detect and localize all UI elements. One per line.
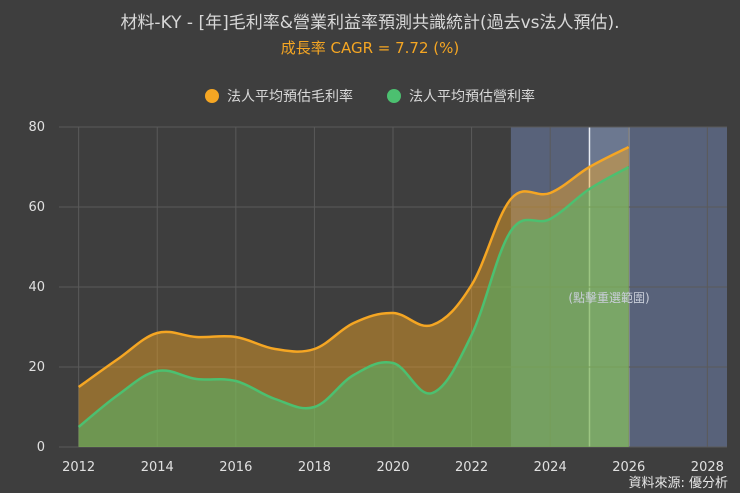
x-tick-label: 2028 <box>691 460 724 475</box>
legend-item-operating-margin[interactable]: 法人平均預估營利率 <box>387 86 535 106</box>
x-tick-label: 2024 <box>534 460 567 475</box>
chart-subtitle: 成長率 CAGR = 7.72 (%) <box>280 39 460 57</box>
legend: 法人平均預估毛利率 法人平均預估營利率 <box>0 86 740 106</box>
x-tick-label: 2020 <box>376 460 409 475</box>
range-reset-label[interactable]: (點擊重選範圍) <box>568 290 649 305</box>
legend-marker-gross-margin <box>205 89 219 103</box>
y-tick-label: 0 <box>37 440 45 455</box>
x-tick-label: 2022 <box>455 460 488 475</box>
x-tick-label: 2014 <box>141 460 174 475</box>
x-tick-label: 2018 <box>298 460 331 475</box>
y-tick-label: 20 <box>28 360 45 375</box>
legend-item-gross-margin[interactable]: 法人平均預估毛利率 <box>205 86 353 106</box>
y-tick-label: 60 <box>28 200 45 215</box>
data-source: 資料來源: 優分析 <box>628 476 728 491</box>
chart-title: 材料-KY - [年]毛利率&營業利益率預測共識統計(過去vs法人預估). <box>120 13 620 33</box>
x-tick-label: 2012 <box>62 460 95 475</box>
y-tick-label: 40 <box>28 280 45 295</box>
x-tick-label: 2026 <box>612 460 645 475</box>
x-tick-label: 2016 <box>219 460 252 475</box>
legend-marker-operating-margin <box>387 89 401 103</box>
series-line-operating-margin[interactable] <box>77 165 630 428</box>
series-area-operating-margin <box>78 167 629 447</box>
y-tick-label: 80 <box>28 120 45 135</box>
legend-label-gross-margin: 法人平均預估毛利率 <box>227 89 353 105</box>
legend-label-operating-margin: 法人平均預估營利率 <box>409 89 535 105</box>
series-line-gross-margin[interactable] <box>77 145 630 389</box>
